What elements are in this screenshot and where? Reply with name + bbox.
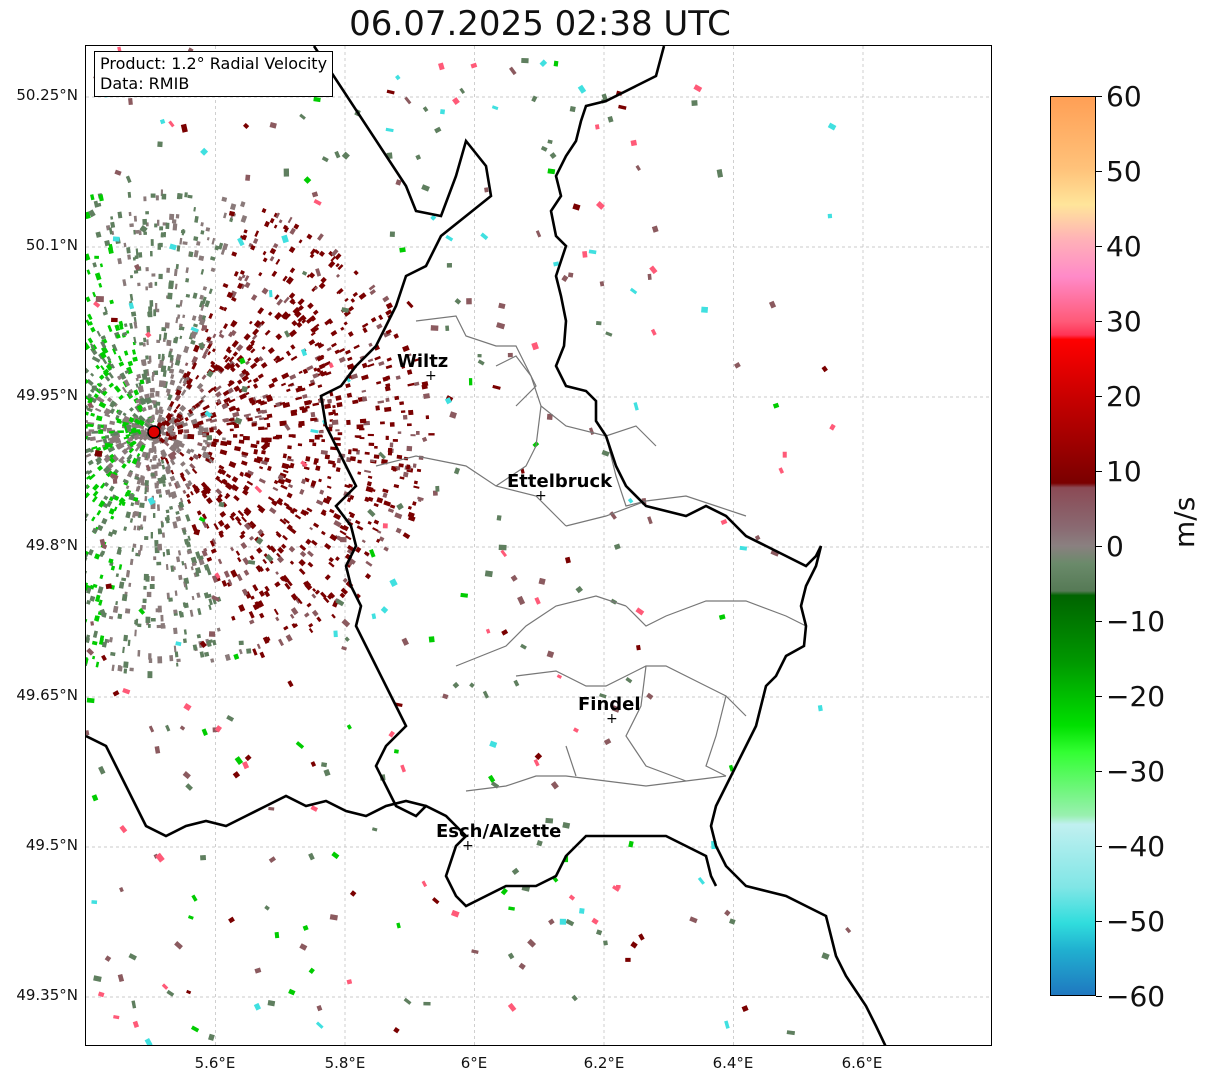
colorbar-tick-label: 10 — [1106, 455, 1142, 488]
colorbar-tick-label: −10 — [1106, 605, 1166, 638]
colorbar-unit-label: m/s — [1168, 496, 1201, 548]
lon-label: 5.6°E — [194, 1054, 236, 1072]
colorbar-tick-label: 0 — [1106, 530, 1124, 563]
info-box: Product: 1.2° Radial Velocity Data: RMIB — [94, 51, 334, 97]
lon-label: 5.8°E — [324, 1054, 366, 1072]
radar-echoes — [86, 46, 852, 1045]
city-label-ettelbruck: Ettelbruck — [507, 471, 613, 492]
city-marker-icon: + — [462, 838, 474, 854]
city-marker-icon: + — [425, 368, 437, 384]
lat-label: 50.25°N — [16, 86, 78, 104]
colorbar-tick-label: −50 — [1106, 905, 1166, 938]
radar-map-canvas — [86, 46, 991, 1045]
colorbar-tick-label: 20 — [1106, 380, 1142, 413]
city-label-wiltz: Wiltz — [397, 351, 449, 372]
lat-label: 49.35°N — [16, 986, 78, 1004]
city-label-esch-alzette: Esch/Alzette — [436, 821, 562, 842]
country-borders — [86, 46, 887, 1045]
radar-map[interactable] — [85, 45, 992, 1046]
lat-label: 49.65°N — [16, 686, 78, 704]
colorbar-tick-label: −20 — [1106, 680, 1166, 713]
lat-label: 49.8°N — [25, 536, 78, 554]
lat-label: 50.1°N — [25, 236, 78, 254]
canton-borders — [375, 315, 807, 792]
colorbar-tick-label: −60 — [1106, 980, 1166, 1013]
lon-label: 6.6°E — [841, 1054, 883, 1072]
product-label: Product: 1.2° Radial Velocity — [100, 54, 328, 73]
data-source-label: Data: RMIB — [100, 74, 190, 93]
lon-label: 6.4°E — [712, 1054, 754, 1072]
lon-label: 6°E — [460, 1054, 488, 1072]
colorbar-tick-label: 50 — [1106, 155, 1142, 188]
colorbar-tick-label: 30 — [1106, 305, 1142, 338]
city-marker-icon: + — [535, 488, 547, 504]
city-label-findel: Findel — [578, 694, 641, 715]
gridlines — [86, 46, 991, 1045]
velocity-colorbar — [1050, 96, 1096, 996]
colorbar-tick-label: 40 — [1106, 230, 1142, 263]
colorbar-tick-label: −30 — [1106, 755, 1166, 788]
radar-site-icon — [147, 425, 161, 439]
lat-label: 49.95°N — [16, 386, 78, 404]
map-title: 06.07.2025 02:38 UTC — [349, 4, 731, 44]
lat-label: 49.5°N — [25, 836, 78, 854]
lon-label: 6.2°E — [583, 1054, 625, 1072]
city-marker-icon: + — [606, 711, 618, 727]
colorbar-tick-label: 60 — [1106, 80, 1142, 113]
colorbar-tick-label: −40 — [1106, 830, 1166, 863]
